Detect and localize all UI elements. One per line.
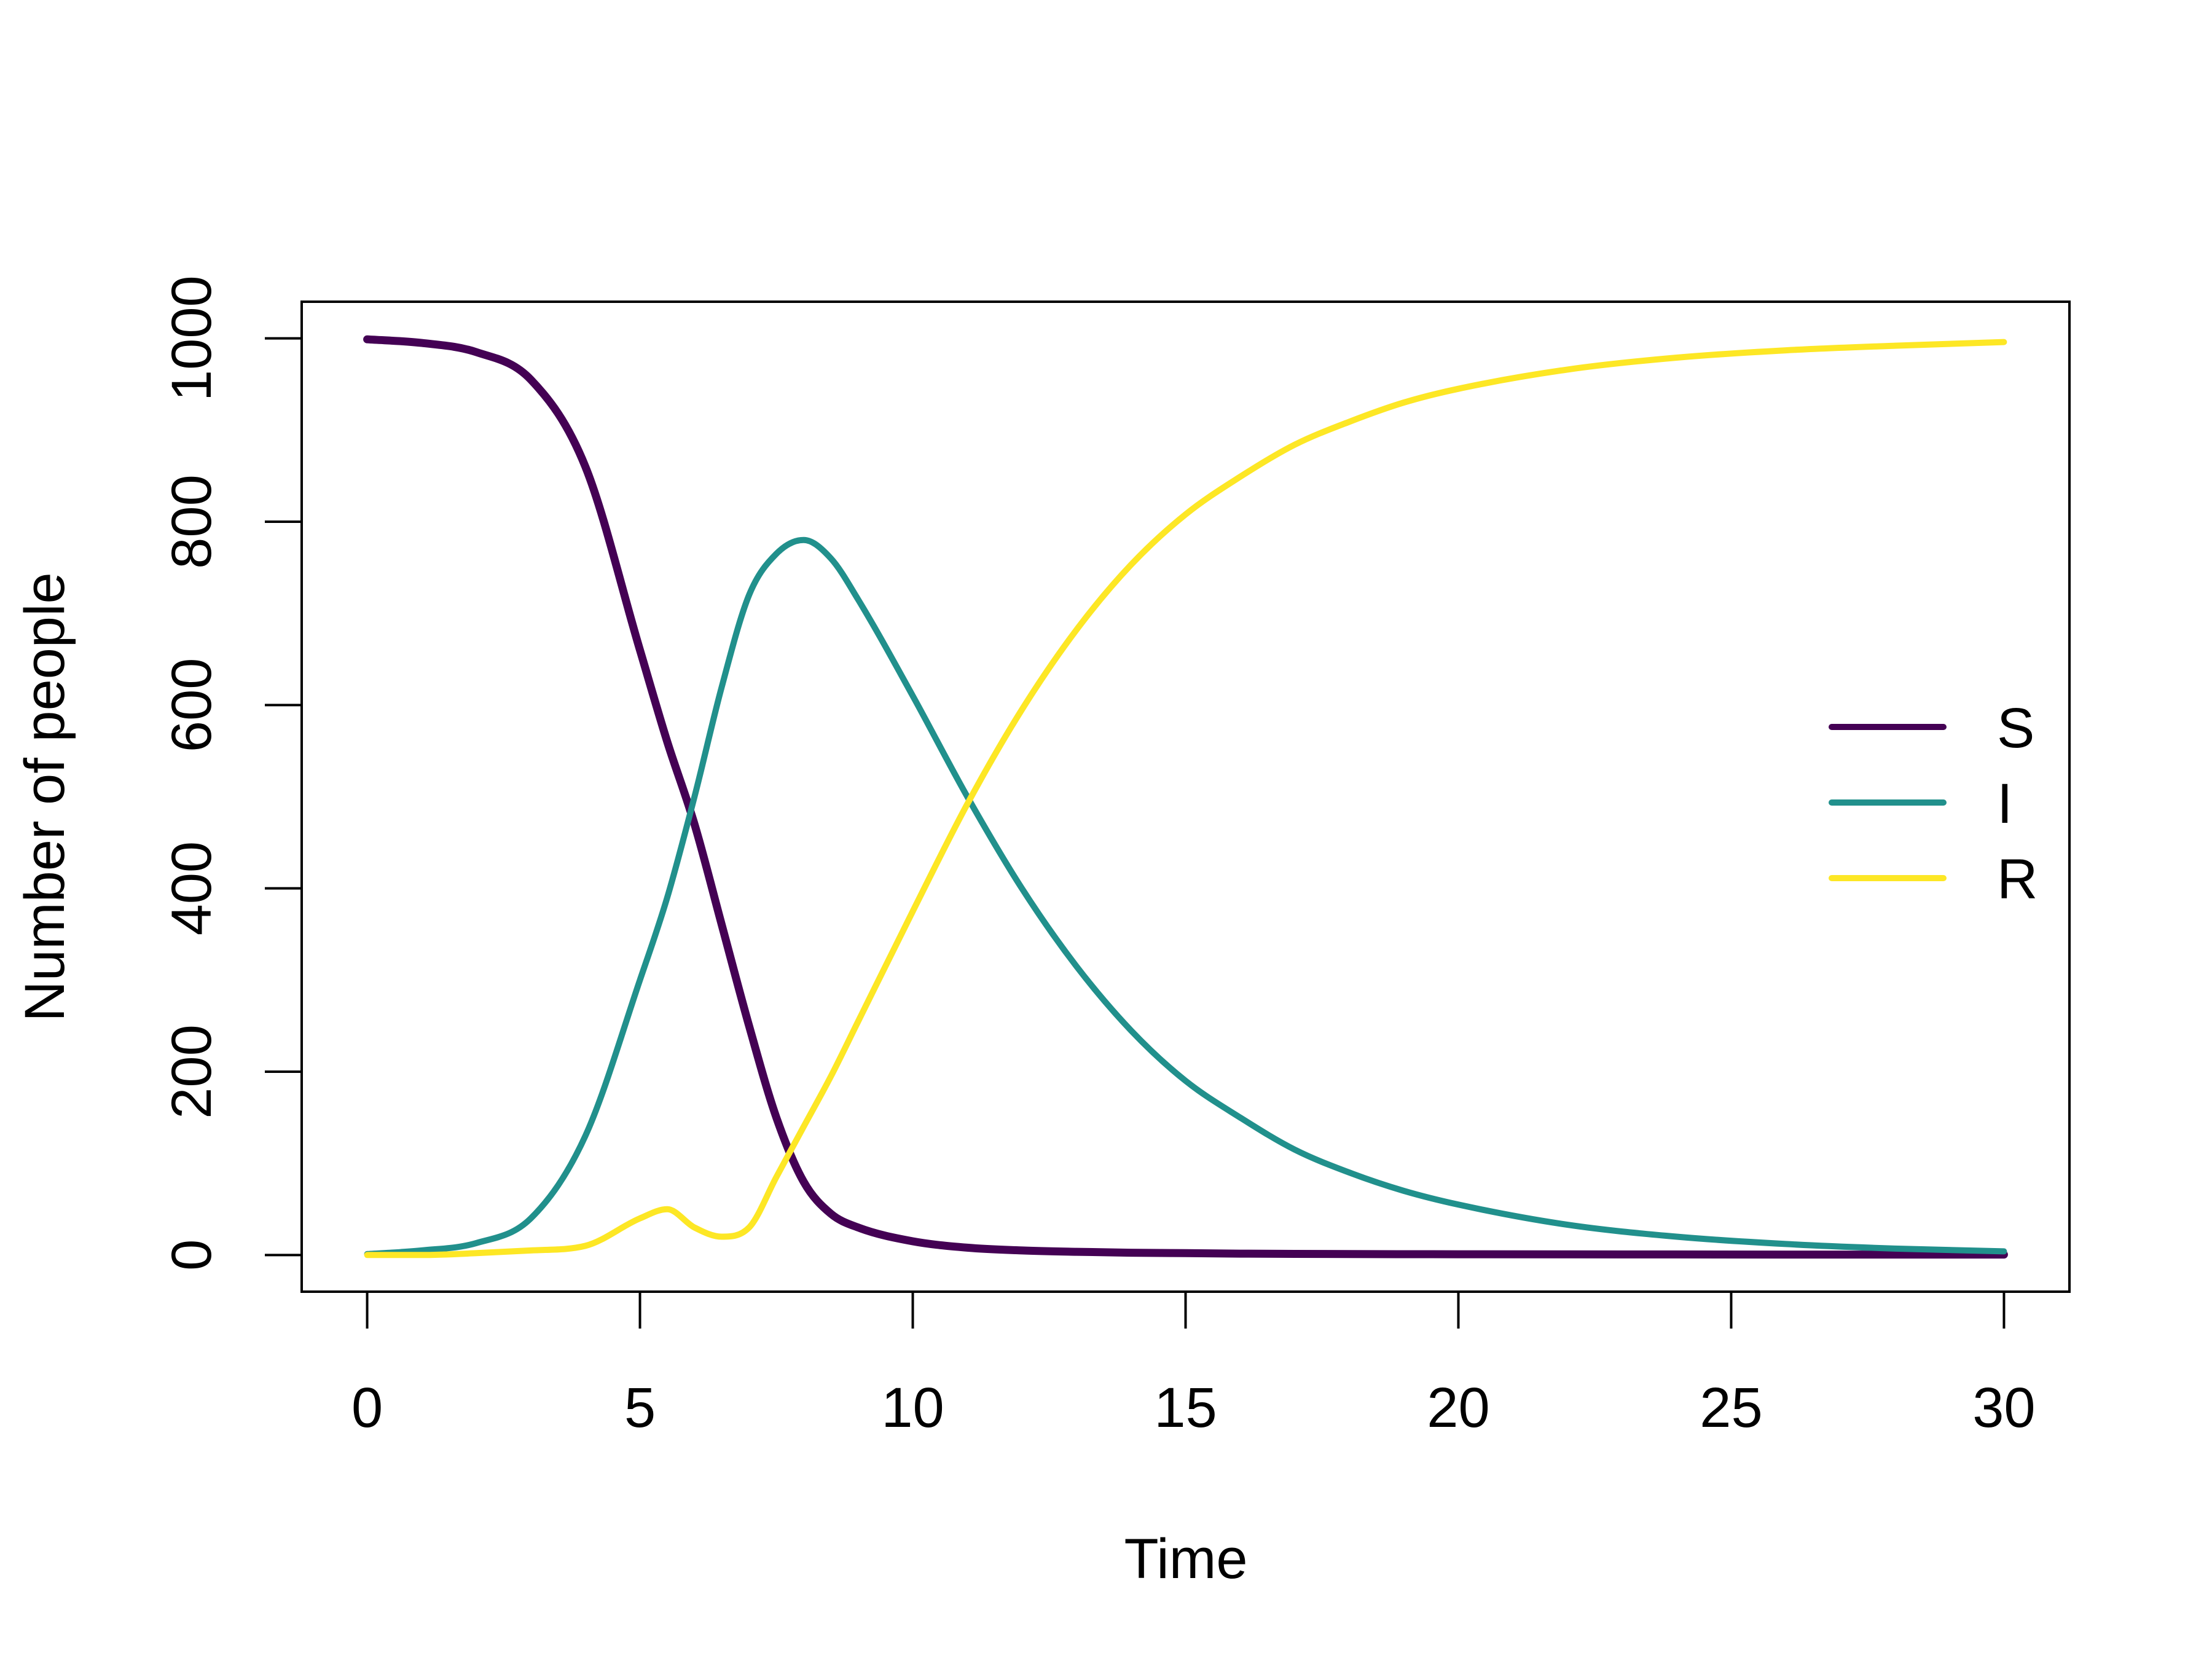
x-tick-label: 15: [1154, 1376, 1217, 1439]
y-axis: 0 200 400 600 800 1000: [160, 275, 303, 1271]
x-tick-label: 20: [1427, 1376, 1489, 1439]
y-tick-label: 600: [160, 658, 223, 753]
y-tick-label: 200: [160, 1024, 223, 1119]
y-axis-title: Number of people: [14, 572, 76, 1021]
series-line-r: [364, 339, 2007, 1259]
series-layer: [363, 335, 2008, 1259]
legend: SIR: [1829, 697, 2037, 911]
y-tick-label: 1000: [160, 275, 223, 401]
x-tick-label: 10: [881, 1376, 944, 1439]
x-axis-title: Time: [1124, 1528, 1247, 1590]
x-axis: 0 5 10 15 20 25 30: [351, 1290, 2036, 1439]
x-tick-label: 5: [624, 1376, 656, 1439]
y-tick-label: 0: [160, 1239, 223, 1271]
y-tick-label: 800: [160, 474, 223, 569]
y-tick-label: 400: [160, 841, 223, 936]
plot-frame: [300, 300, 2071, 1293]
x-tick-label: 25: [1700, 1376, 1762, 1439]
series-line-i: [364, 536, 2007, 1257]
legend-label-s: S: [1997, 697, 2034, 760]
series-line-s: [363, 335, 2008, 1259]
legend-label-i: I: [1997, 772, 2013, 835]
x-tick-label: 0: [351, 1376, 383, 1439]
x-tick-label: 30: [1972, 1376, 2035, 1439]
legend-label-r: R: [1997, 848, 2037, 911]
